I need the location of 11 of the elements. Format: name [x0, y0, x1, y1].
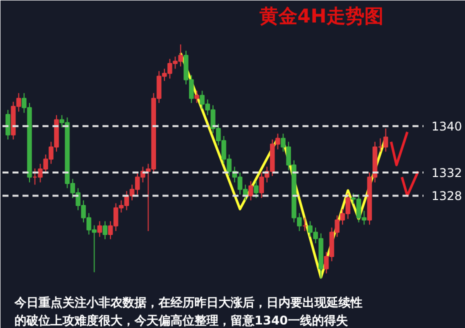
- candlestick: [97, 220, 102, 238]
- candlestick: [254, 180, 259, 199]
- y-tick-label: 1340: [432, 120, 462, 134]
- text: 今日重点关注小非农数据，在经历昨日大涨后，日内要出现延续性的破位上攻难度很大，今天偏高位整理，留意1340一线的得失: [14, 296, 362, 328]
- chart-title: 黄金4H走势图: [258, 6, 384, 28]
- candlestick: [102, 220, 108, 240]
- candlestick: [6, 109, 10, 140]
- candlestick: [248, 180, 254, 201]
- y-tick-label: 1328: [432, 189, 462, 204]
- candlestick: [194, 90, 200, 104]
- y-tick-label: 1332: [432, 166, 462, 180]
